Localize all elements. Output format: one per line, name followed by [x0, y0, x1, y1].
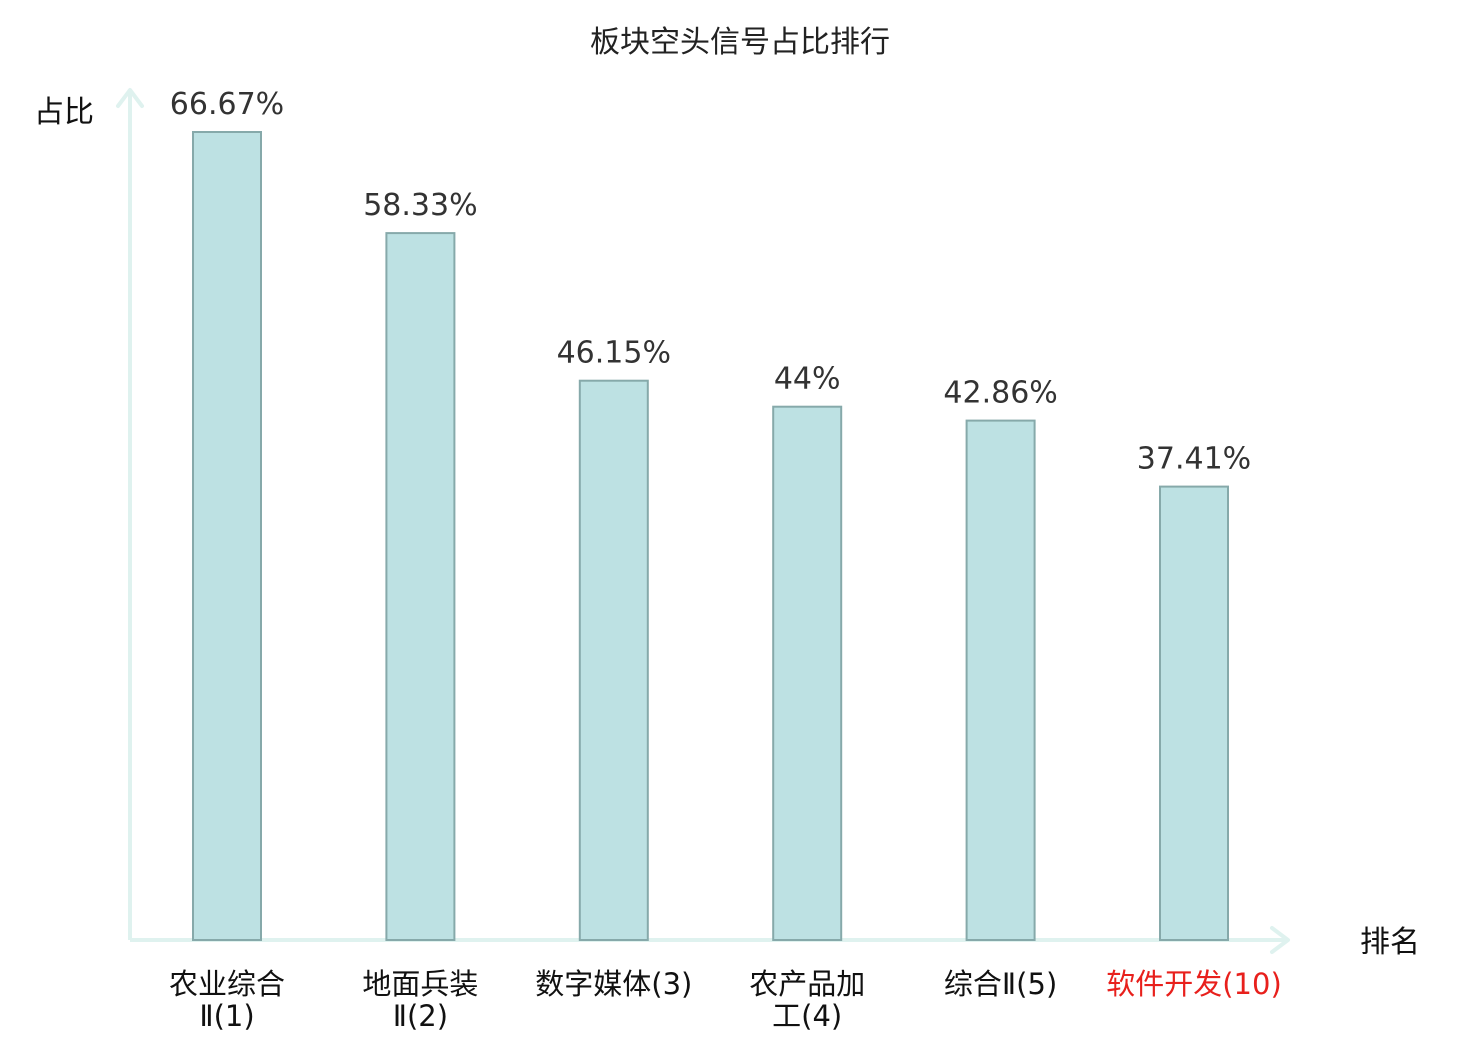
category-label-line: 综合Ⅱ(5) — [944, 967, 1057, 1001]
bar-3 — [578, 379, 649, 941]
category-label-line: 地面兵装 — [362, 967, 478, 1001]
category-label-6: 软件开发(10) — [1106, 967, 1282, 1001]
category-label-5: 综合Ⅱ(5) — [944, 967, 1057, 1001]
y-axis-title: 占比 — [34, 95, 94, 130]
value-label-1: 66.67% — [170, 87, 284, 122]
bar-2 — [385, 232, 456, 942]
bar-1 — [192, 131, 262, 941]
value-labels-group: 66.67% 58.33% 46.15% 44% 42.86% 37.41% — [170, 87, 1251, 477]
category-labels-group: 农业综合 Ⅱ(1) 地面兵装 Ⅱ(2) 数字媒体(3) 农产品加工(4) 综合Ⅱ(5) 软件开… — [169, 967, 1282, 1033]
category-label-line: 农产品加 — [749, 967, 865, 1001]
value-label-6: 37.41% — [1137, 442, 1251, 477]
category-label-line: 软件开发(10) — [1106, 967, 1282, 1001]
category-label-2: 地面兵装 Ⅱ(2) — [362, 967, 478, 1033]
category-label-line: 农业综合 — [169, 967, 285, 1001]
value-label-3: 46.15% — [557, 336, 671, 371]
category-label-line: 工(4) — [772, 999, 842, 1033]
category-label-line: 数字媒体(3) — [535, 967, 692, 1001]
bars-group — [192, 131, 1229, 942]
category-label-4: 农产品加工(4) — [749, 967, 865, 1033]
x-axis-arrow — [1270, 926, 1290, 954]
x-axis-title: 排名 — [1360, 925, 1420, 960]
chart-title: 板块空头信号占比排行 — [590, 25, 890, 60]
category-label-line: Ⅱ(2) — [393, 999, 448, 1033]
bar-5 — [965, 419, 1036, 942]
value-label-5: 42.86% — [943, 376, 1057, 411]
value-label-2: 58.33% — [363, 188, 477, 223]
value-label-4: 44% — [774, 362, 841, 397]
category-label-3: 数字媒体(3) — [535, 967, 692, 1001]
category-label-1: 农业综合 Ⅱ(1) — [169, 967, 285, 1033]
bar-6 — [1159, 485, 1229, 941]
y-axis-arrow — [116, 88, 144, 108]
bar-4 — [772, 405, 843, 941]
category-label-line: Ⅱ(1) — [199, 999, 254, 1033]
